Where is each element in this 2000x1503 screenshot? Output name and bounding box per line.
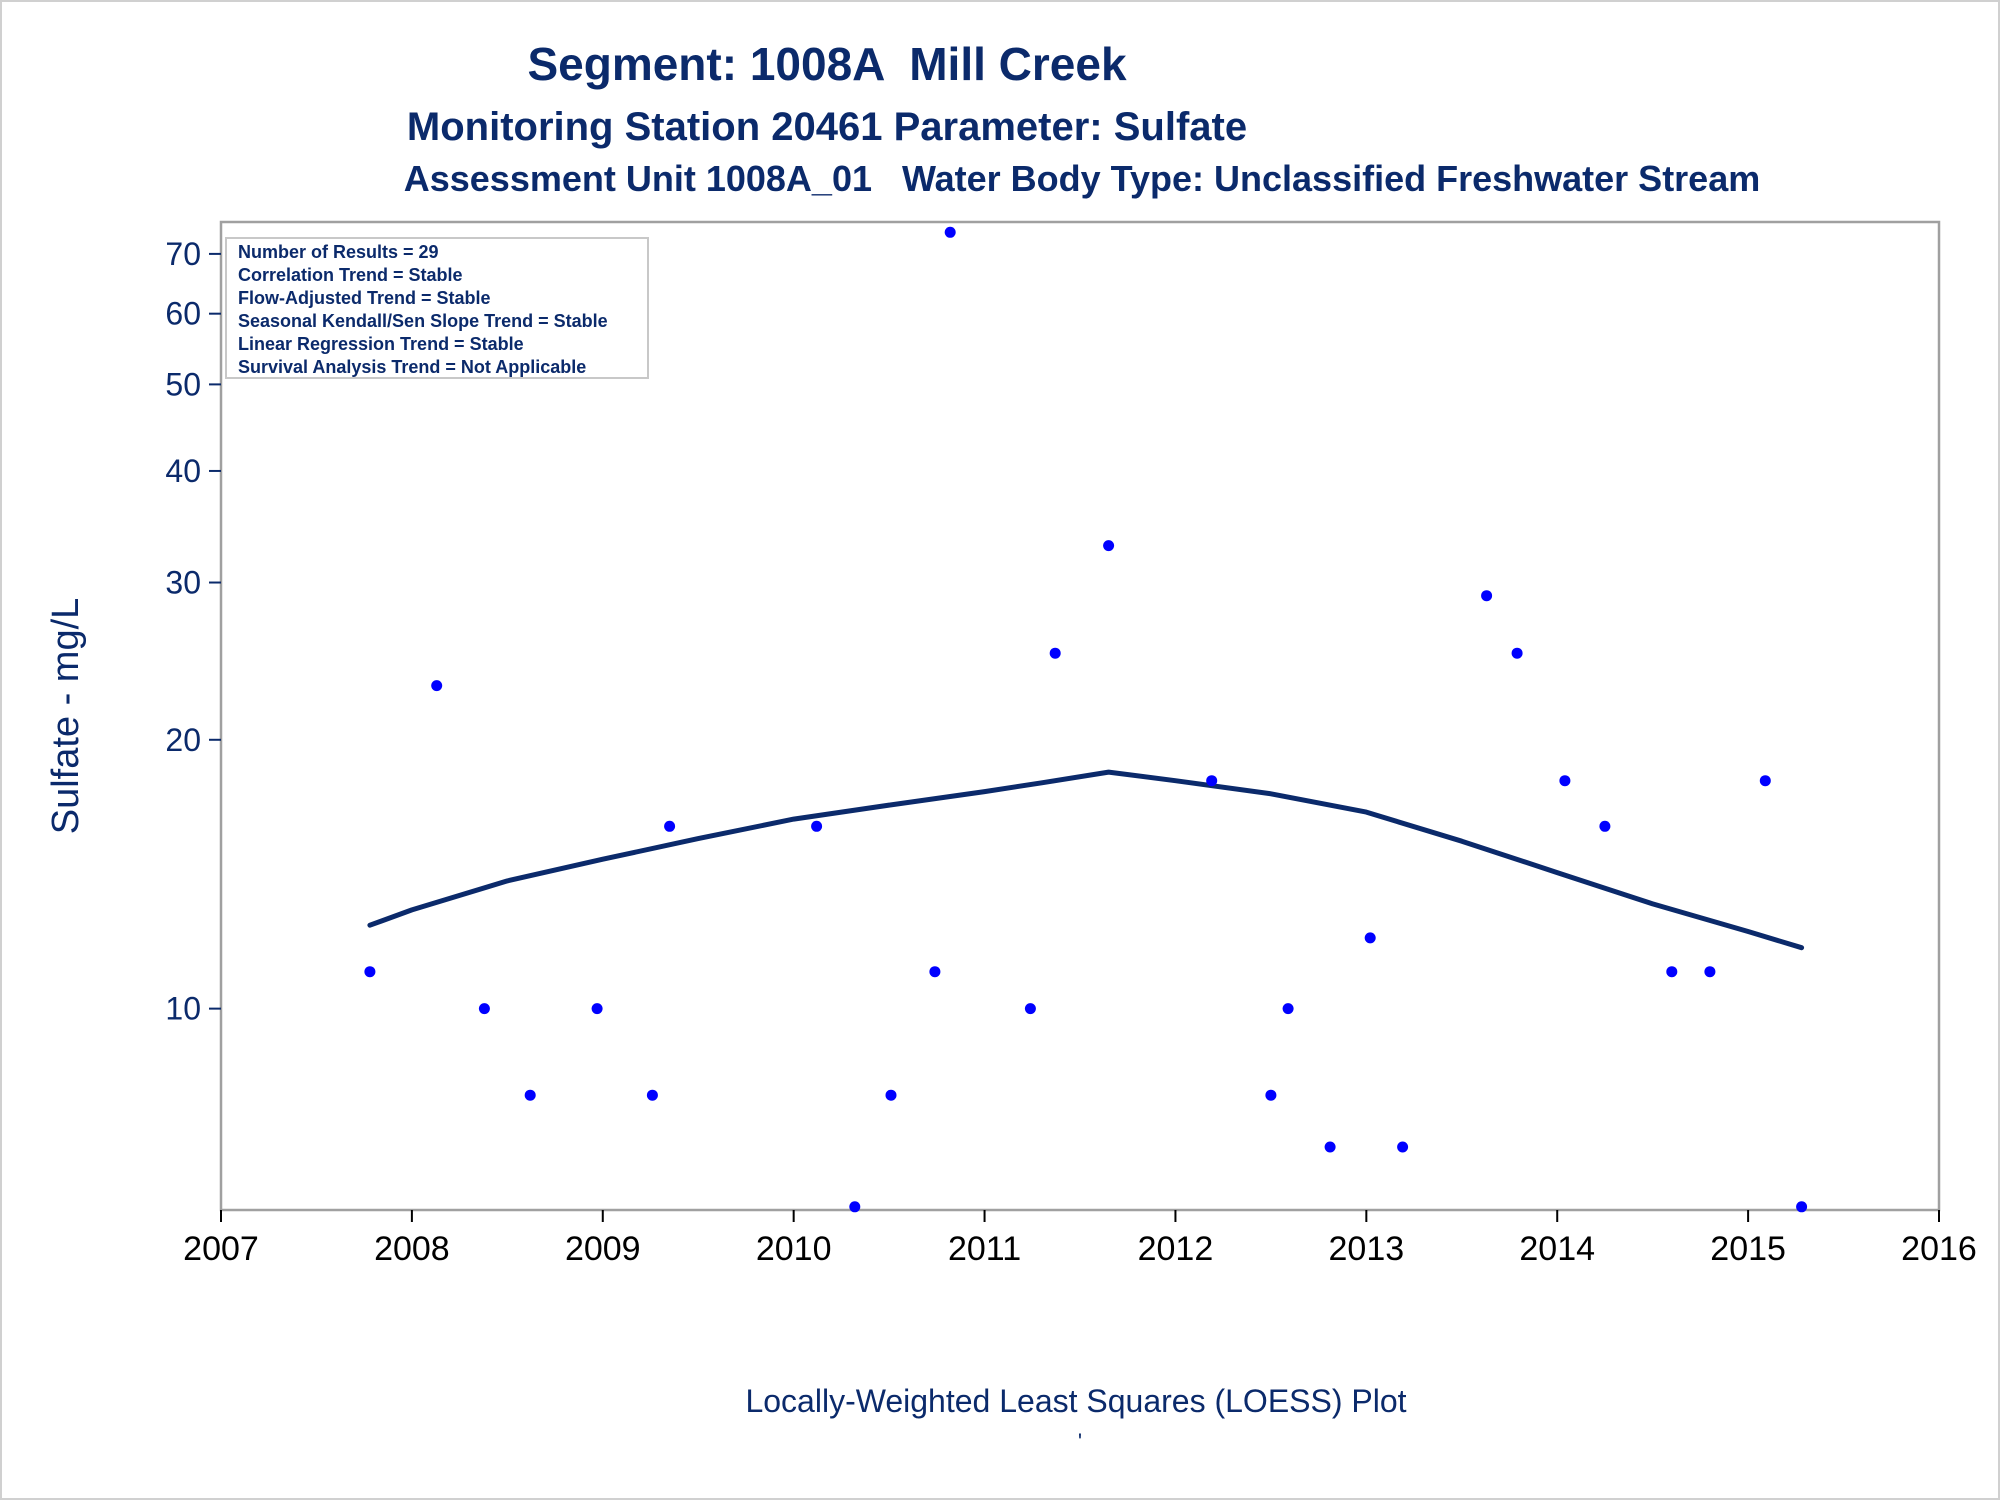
- stats-inset-line: Seasonal Kendall/Sen Slope Trend = Stabl…: [238, 311, 608, 331]
- stats-inset-box: [225, 237, 649, 379]
- x-tick-label: 2013: [1329, 1230, 1405, 1268]
- stats-inset-line: Flow-Adjusted Trend = Stable: [238, 288, 491, 308]
- data-point: [849, 1201, 861, 1213]
- data-point: [646, 1089, 658, 1101]
- data-point: [1759, 775, 1771, 787]
- data-point: [591, 1003, 603, 1015]
- data-point: [1265, 1089, 1277, 1101]
- loess-series: [367, 769, 1805, 951]
- stats-inset-line: Linear Regression Trend = Stable: [238, 334, 524, 354]
- x-tick-label: 2015: [1710, 1230, 1786, 1268]
- data-point: [1511, 647, 1523, 659]
- data-point: [1206, 775, 1218, 787]
- x-tick-label: 2009: [565, 1230, 641, 1268]
- chart-subtitle: Monitoring Station 20461 Parameter: Sulf…: [407, 105, 1247, 149]
- y-tick-label: 60: [165, 296, 201, 332]
- data-point: [478, 1003, 490, 1015]
- y-tick-label: 20: [165, 722, 201, 758]
- y-tick-label: 50: [165, 366, 201, 402]
- data-points: [364, 226, 1808, 1213]
- stats-inset: Number of Results = 29 Correlation Trend …: [225, 237, 649, 379]
- x-axis-label: Locally-Weighted Least Squares (LOESS) P…: [745, 1383, 1406, 1419]
- chart-title: Segment: 1008A Mill Creek: [527, 38, 1126, 90]
- data-point: [1049, 647, 1061, 659]
- data-point: [811, 820, 823, 832]
- data-point: [1397, 1141, 1409, 1153]
- data-point: [1704, 966, 1716, 978]
- y-axis: 10 20 30 40 50 60 70: [165, 236, 221, 1027]
- x-tick-label: 2016: [1901, 1230, 1977, 1268]
- stats-inset-line: Number of Results = 29: [238, 242, 439, 262]
- x-tick-label: 2014: [1519, 1230, 1595, 1268]
- y-tick-label: 40: [165, 453, 201, 489]
- x-tick-label: 2011: [948, 1230, 1021, 1268]
- data-point: [431, 680, 443, 692]
- data-point: [1364, 932, 1376, 944]
- data-point: [1282, 1003, 1294, 1015]
- x-tick-label: 2010: [756, 1230, 832, 1268]
- data-point: [944, 226, 956, 238]
- x-axis: 2007 2008 2009 2010 2011 2012 2013 2014 2015 2016: [183, 1210, 1977, 1268]
- data-point: [664, 820, 676, 832]
- data-point: [1481, 590, 1493, 602]
- x-tick-label: 2012: [1138, 1230, 1214, 1268]
- data-point: [929, 966, 941, 978]
- x-tick-label: 2007: [183, 1230, 259, 1268]
- y-axis-label: Sulfate - mg/L: [45, 598, 87, 835]
- data-point: [1103, 540, 1115, 552]
- stats-inset-line: Survival Analysis Trend = Not Applicable: [238, 357, 586, 377]
- data-point: [1666, 966, 1678, 978]
- data-point: [885, 1089, 897, 1101]
- data-point: [1599, 820, 1611, 832]
- footnote-mark: ': [1078, 1429, 1082, 1454]
- x-tick-label: 2008: [374, 1230, 450, 1268]
- data-point: [524, 1089, 536, 1101]
- data-point: [1324, 1141, 1336, 1153]
- data-point: [364, 966, 376, 978]
- plot-area: [219, 220, 1941, 1212]
- stats-inset-line: Correlation Trend = Stable: [238, 265, 463, 285]
- data-point: [1024, 1003, 1036, 1015]
- data-point: [1559, 775, 1571, 787]
- y-tick-label: 30: [165, 565, 201, 601]
- data-point: [1796, 1201, 1808, 1213]
- loess-line: [367, 769, 1805, 951]
- y-tick-label: 10: [165, 991, 201, 1027]
- chart-subtitle-2: Assessment Unit 1008A_01 Water Body Type…: [404, 158, 1761, 199]
- y-tick-label: 70: [165, 236, 201, 272]
